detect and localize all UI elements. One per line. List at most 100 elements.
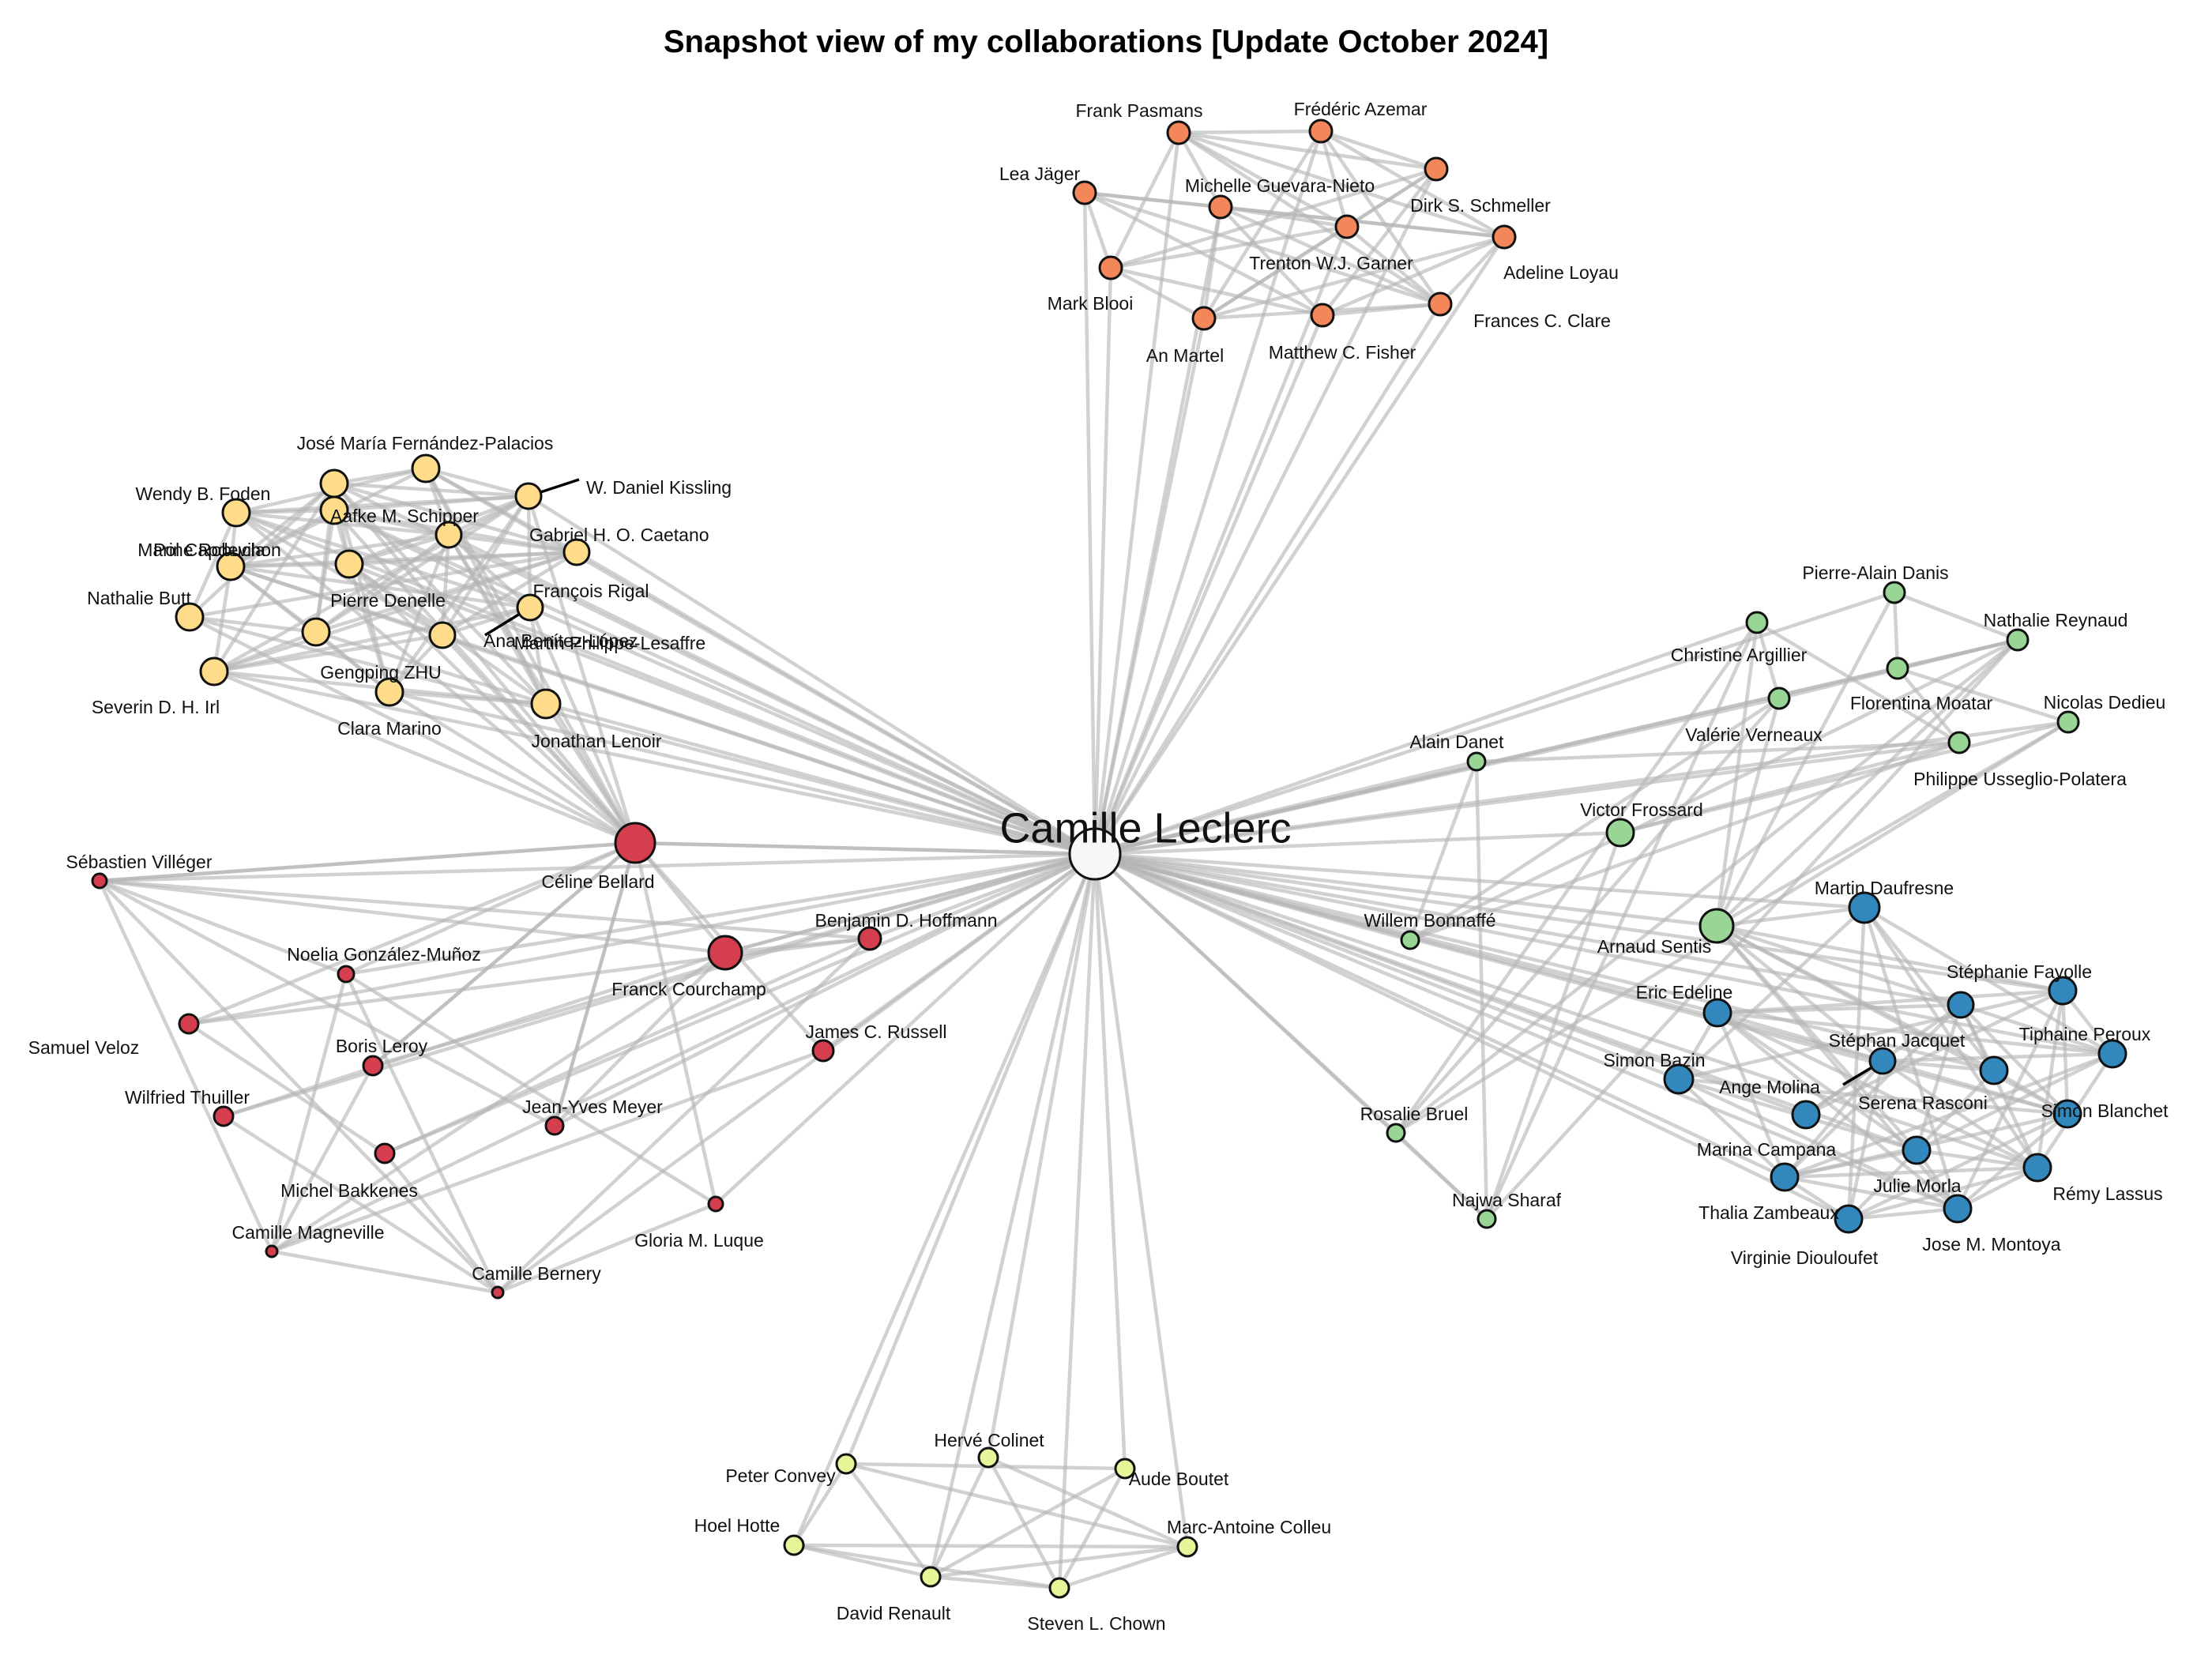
- node-najwa-sharaf[interactable]: [1477, 1209, 1497, 1229]
- collaboration-edge: [1082, 192, 1113, 269]
- node-willem-bonnaffe[interactable]: [1400, 930, 1420, 950]
- node-frances-c-clare[interactable]: [1428, 292, 1453, 317]
- label-gengping-zhu: Gengping ZHU: [320, 662, 441, 683]
- node-sebastien-villeger[interactable]: [91, 872, 108, 890]
- node-nicolas-dedieu[interactable]: [2056, 710, 2080, 734]
- node-remy-lassus[interactable]: [2022, 1153, 2052, 1183]
- node-marc-antoine-colleu[interactable]: [1176, 1536, 1198, 1558]
- node-hoel-hotte[interactable]: [783, 1534, 805, 1556]
- node-nathalie-butt[interactable]: [175, 602, 205, 632]
- label-stephanie-fayolle: Stéphanie Fayolle: [1947, 961, 2092, 982]
- collaboration-edge: [384, 852, 1096, 1156]
- node-trenton-w-j-garner[interactable]: [1334, 214, 1360, 239]
- node-pol-capdevila[interactable]: [216, 551, 246, 581]
- node-w-daniel-kissling[interactable]: [514, 482, 543, 510]
- node-gengping-zhu[interactable]: [301, 617, 331, 647]
- node-gloria-m-luque[interactable]: [707, 1195, 724, 1213]
- node-martin-philippe-lesaffre[interactable]: [516, 593, 544, 622]
- node-michelle-guevara-nieto[interactable]: [1208, 194, 1233, 220]
- collaboration-edge: [529, 605, 1096, 856]
- label-eric-edeline: Eric Edeline: [1636, 982, 1733, 1003]
- node-julie-morla[interactable]: [1902, 1135, 1932, 1165]
- node-aude-boutet[interactable]: [1114, 1458, 1136, 1480]
- node-james-c-russell[interactable]: [811, 1039, 835, 1063]
- node-gabriel-h-o-caetano[interactable]: [434, 521, 463, 549]
- collaboration-edge: [314, 510, 337, 633]
- node-an-martel[interactable]: [1191, 306, 1217, 331]
- node-thalia-zambeaux[interactable]: [1770, 1162, 1800, 1192]
- node-marina-campana[interactable]: [1791, 1100, 1821, 1130]
- node-alain-danet[interactable]: [1466, 751, 1487, 772]
- node-mark-blooi[interactable]: [1098, 255, 1123, 280]
- node-ana-benitez-lopez[interactable]: [428, 621, 457, 649]
- node-marine-robuchon[interactable]: [319, 495, 349, 525]
- collaboration-edge: [188, 615, 637, 845]
- node-herve-colinet[interactable]: [977, 1446, 999, 1469]
- node-martin-daufresne[interactable]: [1848, 891, 1881, 924]
- node-celine-bellard[interactable]: [614, 822, 656, 864]
- collaboration-edge: [1083, 190, 1324, 318]
- node-stephanie-fayolle[interactable]: [2048, 976, 2078, 1006]
- node-benjamin-d-hoffmann[interactable]: [857, 926, 882, 951]
- node-valerie-verneaux[interactable]: [1767, 687, 1791, 710]
- node-victor-frossard[interactable]: [1605, 818, 1635, 848]
- node-noelia-gonzalez-munoz[interactable]: [337, 965, 356, 984]
- collaboration-edge: [1715, 924, 2069, 1115]
- node-adeline-loyau[interactable]: [1492, 224, 1517, 250]
- node-severin-d-h-irl[interactable]: [199, 656, 229, 687]
- label-boris-leroy: Boris Leroy: [336, 1036, 428, 1056]
- node-dirk-s-schmeller[interactable]: [1424, 156, 1449, 182]
- collaboration-edge: [383, 1152, 499, 1294]
- node-christine-argillier[interactable]: [1745, 611, 1769, 634]
- node-wilfried-thuiller[interactable]: [213, 1105, 235, 1127]
- node-philippe-usseglio-polatera[interactable]: [1947, 731, 1971, 754]
- node-jonathan-lenoir[interactable]: [530, 688, 562, 720]
- collaboration-edge: [1109, 266, 1206, 320]
- node-frank-pasmans[interactable]: [1166, 120, 1191, 145]
- collaboration-edge: [99, 878, 347, 976]
- node-arnaud-sentis[interactable]: [1698, 908, 1735, 944]
- node-steven-l-chown[interactable]: [1048, 1577, 1070, 1599]
- node-center[interactable]: [1068, 827, 1122, 881]
- node-david-renault[interactable]: [920, 1566, 942, 1588]
- node-frederic-azemar[interactable]: [1308, 118, 1334, 144]
- node-nathalie-reynaud[interactable]: [2006, 628, 2030, 652]
- node-peter-convey[interactable]: [835, 1453, 857, 1475]
- node-virginie-diouloufet[interactable]: [1834, 1204, 1864, 1234]
- node-franck-courchamp[interactable]: [707, 935, 743, 971]
- node-clara-marino[interactable]: [374, 677, 404, 707]
- node-francois-rigal[interactable]: [562, 538, 591, 566]
- node-simon-blanchet[interactable]: [2052, 1099, 2082, 1129]
- node-michel-bakkenes[interactable]: [374, 1142, 396, 1164]
- node-florentina-moatar[interactable]: [1886, 656, 1909, 680]
- collaboration-edge: [1094, 852, 1865, 910]
- node-jean-yves-meyer[interactable]: [544, 1115, 565, 1136]
- collaboration-edge: [1394, 621, 1759, 1134]
- collaboration-edge: [1094, 620, 1758, 856]
- node-samuel-veloz[interactable]: [178, 1013, 200, 1035]
- label-pierre-denelle: Pierre Denelle: [330, 590, 446, 611]
- collaboration-edge: [1678, 988, 2063, 1082]
- node-boris-leroy[interactable]: [362, 1055, 384, 1077]
- node-stephan-jacquet[interactable]: [1947, 991, 1975, 1019]
- node-jose-maria-fernandez-palacios[interactable]: [411, 453, 441, 483]
- node-matthew-c-fisher[interactable]: [1310, 303, 1335, 328]
- node-camille-magneville[interactable]: [265, 1244, 279, 1258]
- node-lea-jager[interactable]: [1072, 180, 1097, 205]
- collaboration-edge: [544, 702, 637, 845]
- node-pierre-alain-danis[interactable]: [1883, 581, 1906, 604]
- node-aafke-m-schipper[interactable]: [319, 468, 349, 498]
- node-pierre-denelle[interactable]: [334, 549, 364, 579]
- node-eric-edeline[interactable]: [1702, 998, 1732, 1028]
- node-simon-bazin[interactable]: [1663, 1063, 1695, 1095]
- node-ange-molina[interactable]: [1868, 1047, 1897, 1075]
- node-wendy-b-foden[interactable]: [221, 498, 251, 528]
- label-nicolas-dedieu: Nicolas Dedieu: [2044, 692, 2166, 713]
- node-tiphaine-peroux[interactable]: [2097, 1039, 2127, 1069]
- node-rosalie-bruel[interactable]: [1386, 1123, 1406, 1143]
- node-jose-m-montoya[interactable]: [1943, 1194, 1973, 1224]
- node-serena-rasconi[interactable]: [1979, 1055, 2009, 1085]
- label-remy-lassus: Rémy Lassus: [2052, 1183, 2162, 1204]
- node-camille-bernery[interactable]: [491, 1285, 505, 1300]
- collaboration-edge: [793, 1543, 1060, 1590]
